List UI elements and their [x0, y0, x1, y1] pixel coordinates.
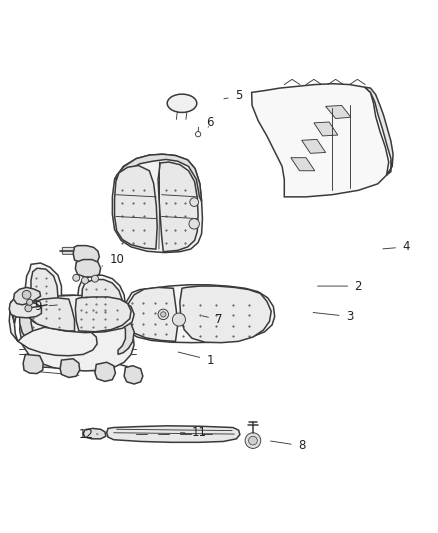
Polygon shape — [83, 429, 106, 439]
Polygon shape — [158, 162, 198, 252]
Text: 8: 8 — [271, 439, 305, 453]
Polygon shape — [126, 287, 178, 341]
Circle shape — [92, 275, 99, 282]
Polygon shape — [78, 275, 125, 321]
Circle shape — [22, 290, 31, 299]
Polygon shape — [325, 106, 351, 118]
Circle shape — [158, 309, 169, 320]
Polygon shape — [252, 84, 389, 197]
Circle shape — [245, 433, 261, 448]
Polygon shape — [107, 426, 240, 442]
Polygon shape — [124, 366, 143, 384]
Text: 4: 4 — [383, 240, 410, 253]
Polygon shape — [95, 362, 116, 382]
Text: 6: 6 — [207, 116, 214, 130]
Polygon shape — [118, 320, 134, 354]
Polygon shape — [20, 301, 36, 345]
Text: 12: 12 — [79, 427, 98, 441]
Circle shape — [249, 436, 257, 445]
Text: 10: 10 — [102, 254, 124, 266]
Polygon shape — [123, 285, 275, 343]
Polygon shape — [14, 287, 41, 305]
Polygon shape — [82, 279, 122, 318]
Polygon shape — [115, 166, 157, 249]
Circle shape — [73, 274, 80, 281]
FancyBboxPatch shape — [62, 247, 76, 254]
Polygon shape — [113, 154, 202, 253]
Polygon shape — [25, 263, 61, 310]
Circle shape — [189, 219, 199, 229]
Polygon shape — [28, 298, 74, 331]
Polygon shape — [9, 299, 42, 318]
Circle shape — [25, 305, 32, 312]
Circle shape — [27, 299, 33, 305]
Ellipse shape — [167, 94, 197, 112]
Text: 7: 7 — [202, 313, 223, 326]
Polygon shape — [11, 301, 14, 323]
Polygon shape — [23, 354, 43, 374]
Polygon shape — [115, 154, 201, 201]
Polygon shape — [291, 158, 315, 171]
Circle shape — [81, 277, 88, 284]
Polygon shape — [73, 246, 99, 264]
Polygon shape — [314, 122, 338, 136]
Text: 2: 2 — [318, 280, 362, 293]
Polygon shape — [31, 268, 58, 306]
Text: 1: 1 — [178, 352, 214, 367]
Polygon shape — [9, 301, 97, 356]
Text: 9: 9 — [35, 300, 57, 313]
Circle shape — [161, 312, 166, 317]
Polygon shape — [365, 87, 393, 175]
Circle shape — [195, 132, 201, 137]
Polygon shape — [20, 295, 134, 371]
Text: 3: 3 — [313, 310, 353, 323]
Polygon shape — [75, 260, 101, 277]
Polygon shape — [75, 297, 131, 332]
Text: 5: 5 — [224, 90, 242, 102]
Text: 11: 11 — [180, 426, 207, 439]
Circle shape — [190, 198, 198, 206]
Polygon shape — [25, 295, 134, 333]
Polygon shape — [180, 286, 271, 343]
Polygon shape — [302, 140, 325, 154]
Polygon shape — [60, 359, 80, 377]
Circle shape — [173, 313, 185, 326]
